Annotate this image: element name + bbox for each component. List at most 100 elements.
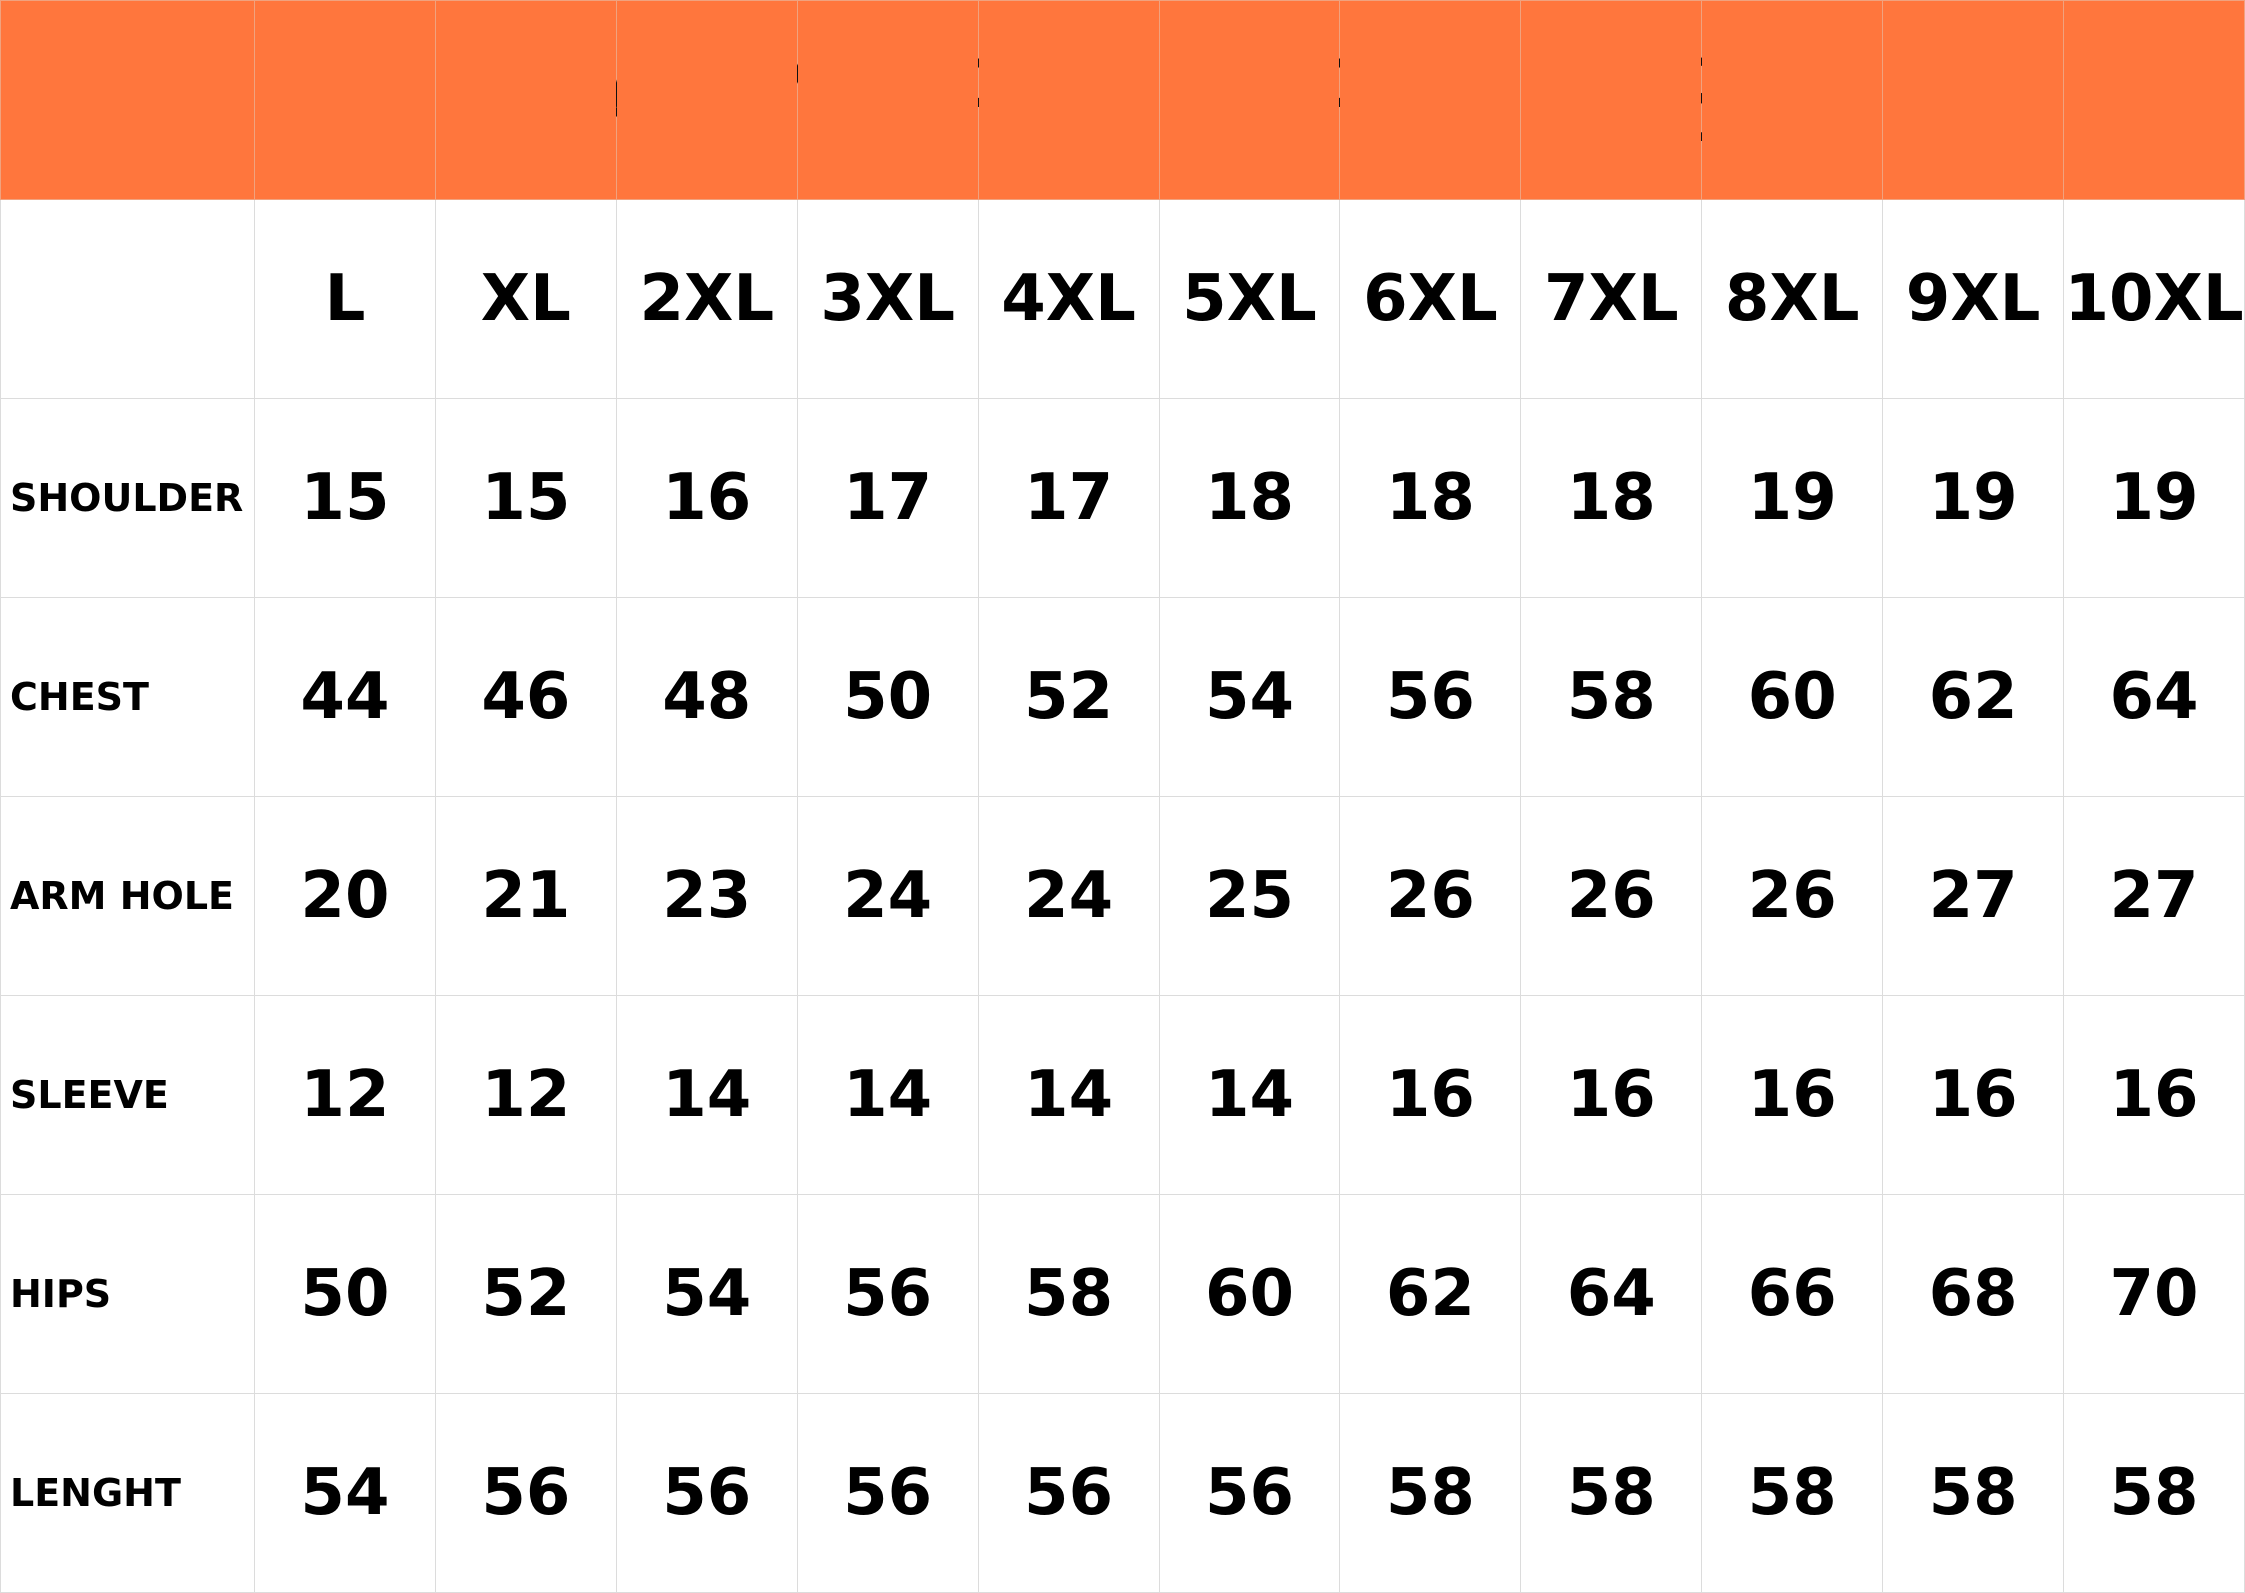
measurement-cell: 56 [1158,1393,1341,1593]
size-header-3xl: 3XL [796,199,979,399]
measurement-cell: 27 [2063,796,2245,996]
measurement-cell: 23 [615,796,798,996]
measurement-cell: 16 [1520,995,1703,1195]
measurement-cell: 16 [615,398,798,598]
measurement-cell: 58 [1701,1393,1884,1593]
measurement-cell: 17 [796,398,979,598]
measurement-cell: 70 [2063,1194,2245,1394]
measurement-cell: 48 [615,597,798,797]
measurement-cell: 56 [434,1393,617,1593]
measurement-cell: 12 [254,995,436,1195]
measurement-cell: 56 [796,1194,979,1394]
size-header-row: L XL 2XL 3XL 4XL 5XL 6XL 7XL 8XL 9XL 10XL [0,199,2245,399]
size-header-4xl: 4XL [977,199,1160,399]
measurement-cell: 19 [1701,398,1884,598]
measurement-cell: 58 [1882,1393,2065,1593]
measurement-cell: 24 [796,796,979,996]
measurement-cell: 66 [1701,1194,1884,1394]
measurement-cell: 58 [1339,1393,1522,1593]
measurement-cell: 26 [1701,796,1884,996]
header-cell [434,0,617,200]
measurement-cell: 18 [1520,398,1703,598]
measurement-cell: 17 [977,398,1160,598]
header-cell [254,0,436,200]
measurement-cell: 58 [2063,1393,2245,1593]
measurement-cell: 54 [615,1194,798,1394]
measurement-row: ARM HOLE 20 21 23 24 24 25 26 26 26 27 27 [0,796,2245,996]
measurement-cell: 16 [2063,995,2245,1195]
size-header-9xl: 9XL [1882,199,2065,399]
measurement-cell: 52 [977,597,1160,797]
measurement-row: LENGHT 54 56 56 56 56 56 58 58 58 58 58 [0,1393,2245,1593]
measurement-cell: 15 [254,398,436,598]
header-cell [796,0,979,200]
measurement-cell: 14 [977,995,1160,1195]
header-cell [1339,0,1522,200]
measurement-cell: 16 [1882,995,2065,1195]
measurement-cell: 26 [1339,796,1522,996]
row-label: HIPS [0,1194,255,1394]
header-cell [615,0,798,200]
measurement-cell: 14 [1158,995,1341,1195]
header-cell [1701,0,1884,200]
measurement-cell: 58 [977,1194,1160,1394]
measurement-cell: 52 [434,1194,617,1394]
measurement-cell: 56 [796,1393,979,1593]
header-cell [1882,0,2065,200]
measurement-cell: 64 [1520,1194,1703,1394]
measurement-cell: 62 [1339,1194,1522,1394]
measurement-cell: 16 [1339,995,1522,1195]
measurement-cell: 27 [1882,796,2065,996]
size-header-10xl: 10XL [2063,199,2245,399]
measurement-cell: 18 [1158,398,1341,598]
measurement-row: HIPS 50 52 54 56 58 60 62 64 66 68 70 [0,1194,2245,1394]
size-header-l: L [254,199,436,399]
measurement-cell: 58 [1520,597,1703,797]
measurement-cell: 12 [434,995,617,1195]
header-cell [1158,0,1341,200]
measurement-cell: 58 [1520,1393,1703,1593]
measurement-cell: 60 [1701,597,1884,797]
header-cell [1520,0,1703,200]
measurement-cell: 21 [434,796,617,996]
measurement-cell: 50 [254,1194,436,1394]
corner-cell [0,199,255,399]
row-label: SHOULDER [0,398,255,598]
measurement-row: SLEEVE 12 12 14 14 14 14 16 16 16 16 16 [0,995,2245,1195]
measurement-cell: 46 [434,597,617,797]
measurement-cell: 15 [434,398,617,598]
measurement-cell: 16 [1701,995,1884,1195]
title-row: SASSY SAFARI KAFTAN DRS [0,0,2245,200]
header-cell [977,0,1160,200]
measurement-cell: 24 [977,796,1160,996]
measurement-cell: 19 [1882,398,2065,598]
measurement-cell: 26 [1520,796,1703,996]
measurement-cell: 62 [1882,597,2065,797]
row-label: ARM HOLE [0,796,255,996]
measurement-cell: 68 [1882,1194,2065,1394]
measurement-cell: 18 [1339,398,1522,598]
measurement-cell: 54 [1158,597,1341,797]
size-header-2xl: 2XL [615,199,798,399]
measurement-cell: 19 [2063,398,2245,598]
measurement-cell: 14 [615,995,798,1195]
row-label: LENGHT [0,1393,255,1593]
measurement-cell: 60 [1158,1194,1341,1394]
size-header-xl: XL [434,199,617,399]
measurement-row: CHEST 44 46 48 50 52 54 56 58 60 62 64 [0,597,2245,797]
size-header-5xl: 5XL [1158,199,1341,399]
measurement-cell: 25 [1158,796,1341,996]
size-header-6xl: 6XL [1339,199,1522,399]
measurement-cell: 56 [615,1393,798,1593]
measurement-cell: 14 [796,995,979,1195]
size-header-8xl: 8XL [1701,199,1884,399]
measurement-cell: 50 [796,597,979,797]
measurement-cell: 44 [254,597,436,797]
row-label: CHEST [0,597,255,797]
measurement-cell: 20 [254,796,436,996]
measurement-cell: 54 [254,1393,436,1593]
measurement-cell: 64 [2063,597,2245,797]
measurement-cell: 56 [1339,597,1522,797]
measurement-row: SHOULDER 15 15 16 17 17 18 18 18 19 19 19 [0,398,2245,598]
